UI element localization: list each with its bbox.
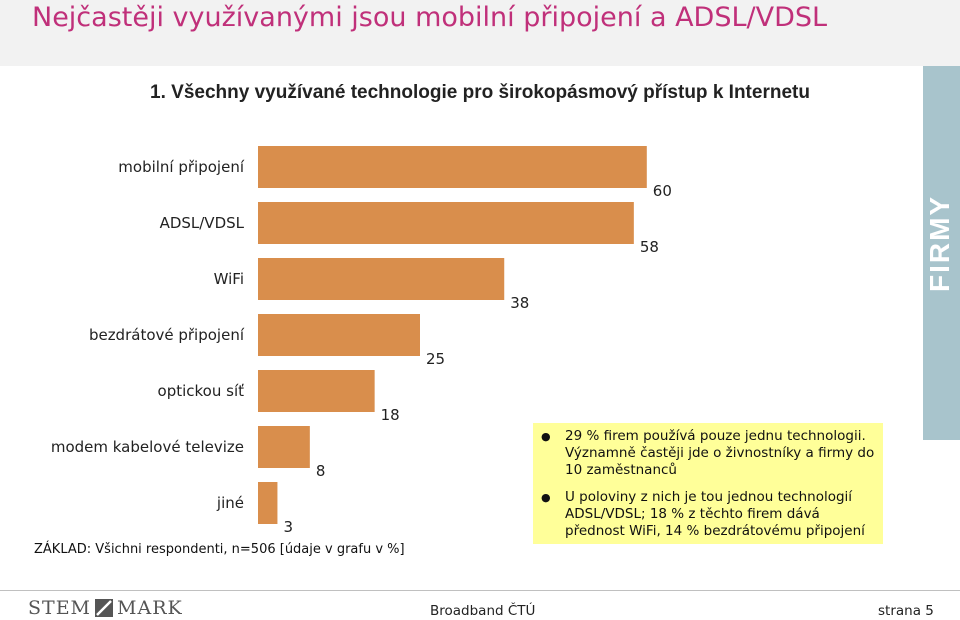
value-label: 60 — [653, 182, 672, 200]
chart-title: 1. Všechny využívané technologie pro šir… — [150, 82, 810, 103]
bar — [258, 426, 310, 468]
stemmark-logo: STEM MARK — [28, 597, 183, 619]
bar — [258, 146, 647, 188]
bar — [258, 482, 278, 524]
value-label: 58 — [640, 238, 659, 256]
note-item: ● U poloviny z nich je tou jednou techno… — [541, 489, 877, 540]
segment-label: FIRMY — [924, 194, 955, 292]
logo-mark-icon — [95, 599, 114, 617]
bar — [258, 202, 634, 244]
page-number: strana 5 — [878, 603, 934, 619]
logo-left-text: STEM — [28, 597, 92, 619]
logo-right-text: MARK — [117, 597, 183, 619]
header-band — [0, 0, 960, 66]
bullet-icon: ● — [541, 430, 551, 443]
bar — [258, 314, 420, 356]
value-label: 3 — [283, 518, 293, 536]
note-box: ● 29 % firem používá pouze jednu technol… — [533, 423, 883, 544]
category-label: WiFi — [214, 270, 244, 288]
category-label: jiné — [216, 494, 244, 512]
footer-divider — [0, 590, 960, 591]
category-label: bezdrátové připojení — [89, 326, 245, 344]
value-label: 18 — [381, 406, 400, 424]
note-text: 29 % firem používá pouze jednu technolog… — [565, 428, 875, 478]
category-label: modem kabelové televize — [51, 438, 244, 456]
value-label: 25 — [426, 350, 445, 368]
bullet-icon: ● — [541, 491, 551, 504]
note-item: ● 29 % firem používá pouze jednu technol… — [541, 428, 877, 479]
bar-chart: mobilní připojení60ADSL/VDSL58WiFi38bezd… — [51, 146, 672, 536]
base-note: ZÁKLAD: Všichni respondenti, n=506 [údaj… — [34, 542, 405, 557]
category-label: ADSL/VDSL — [160, 214, 245, 232]
note-text: U poloviny z nich je tou jednou technolo… — [565, 489, 865, 539]
value-label: 38 — [510, 294, 529, 312]
page-title: Nejčastěji využívanými jsou mobilní přip… — [32, 2, 828, 33]
category-label: mobilní připojení — [118, 158, 245, 176]
value-label: 8 — [316, 462, 326, 480]
category-label: optickou síť — [158, 382, 245, 400]
bar — [258, 370, 375, 412]
bar — [258, 258, 505, 300]
footer-project: Broadband ČTÚ — [430, 603, 536, 619]
side-band — [923, 66, 960, 440]
